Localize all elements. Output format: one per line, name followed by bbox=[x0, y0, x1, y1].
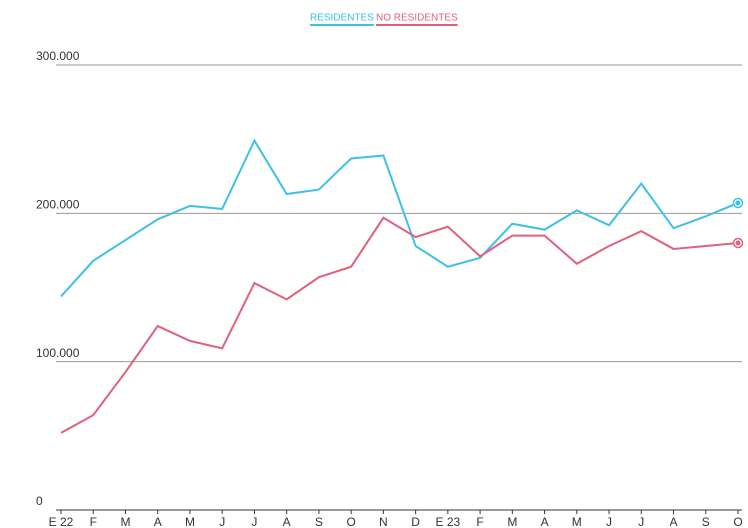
legend-label: NO RESIDENTES bbox=[376, 13, 458, 24]
x-tick-label: S bbox=[702, 515, 710, 528]
series-line bbox=[60, 216, 739, 434]
x-tick-label: J bbox=[606, 515, 612, 528]
y-tick-label: 0 bbox=[36, 494, 43, 508]
x-tick-label: A bbox=[541, 515, 549, 528]
x-tick-label: E 23 bbox=[436, 515, 461, 528]
x-tick-label: N bbox=[379, 515, 388, 528]
x-tick-label: M bbox=[185, 515, 195, 528]
x-tick-label: M bbox=[507, 515, 517, 528]
x-tick-label: J bbox=[638, 515, 644, 528]
end-marker-dot bbox=[735, 240, 741, 246]
legend-label: RESIDENTES bbox=[310, 13, 374, 24]
x-tick-label: J bbox=[251, 515, 257, 528]
x-tick-label: O bbox=[733, 515, 742, 528]
x-tick-label: F bbox=[90, 515, 97, 528]
x-tick-label: E 22 bbox=[49, 515, 74, 528]
end-marker-dot bbox=[735, 200, 741, 206]
x-tick-label: A bbox=[283, 515, 291, 528]
y-tick-label: 100.000 bbox=[36, 346, 80, 360]
x-tick-label: S bbox=[315, 515, 323, 528]
x-tick-label: F bbox=[476, 515, 483, 528]
y-tick-label: 200.000 bbox=[36, 198, 80, 212]
series-line bbox=[60, 138, 739, 298]
x-tick-label: J bbox=[219, 515, 225, 528]
x-tick-label: D bbox=[411, 515, 420, 528]
x-tick-label: A bbox=[154, 515, 162, 528]
x-tick-label: M bbox=[120, 515, 130, 528]
x-tick-label: A bbox=[670, 515, 678, 528]
x-tick-label: M bbox=[572, 515, 582, 528]
y-tick-label: 300.000 bbox=[36, 49, 80, 63]
x-tick-label: O bbox=[346, 515, 355, 528]
